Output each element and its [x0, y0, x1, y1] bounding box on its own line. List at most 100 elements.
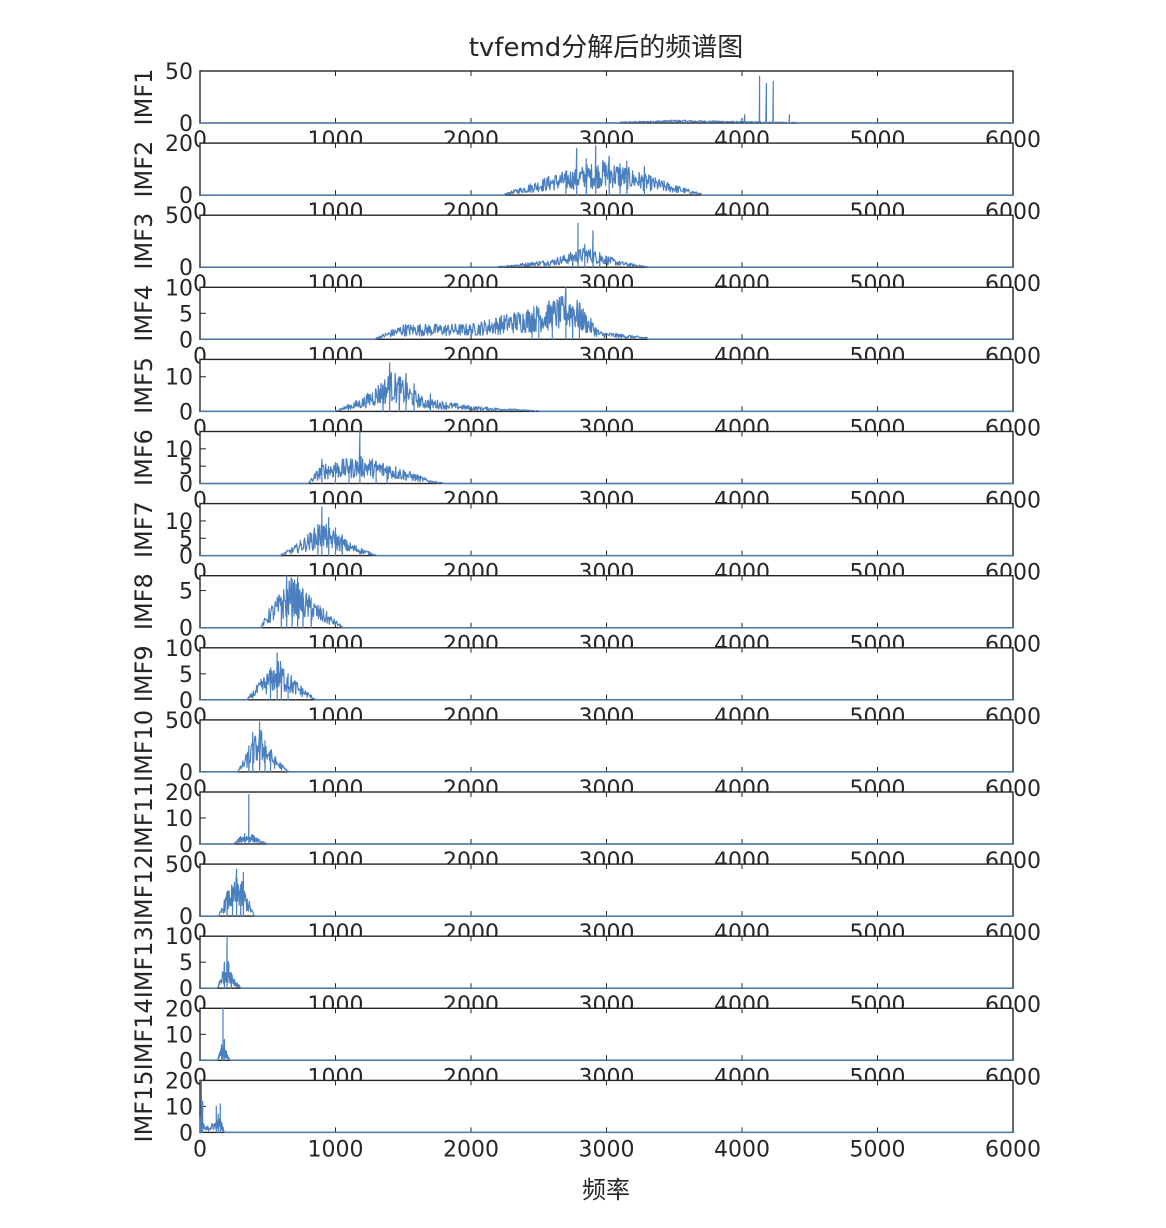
y-tick-label: 10 [165, 925, 193, 950]
x-tick-label: 0 [193, 1137, 207, 1162]
y-axis-label: IMF14 [130, 998, 158, 1070]
y-axis-label: IMF11 [130, 782, 158, 854]
spectrum-line-imf2 [200, 145, 1013, 196]
y-tick-label: 50 [165, 853, 193, 878]
y-tick-label: 20 [165, 781, 193, 806]
y-tick-label: 0 [179, 400, 193, 425]
y-tick-label: 10 [165, 276, 193, 301]
x-axis-label: 频率 [582, 1176, 630, 1204]
spectrum-line-imf11 [200, 794, 1013, 845]
y-axis-label: IMF3 [130, 213, 158, 270]
spectrum-line-imf9 [200, 652, 1013, 701]
plot-frame [199, 1007, 1014, 1061]
spectrum-line-imf1 [200, 75, 1013, 124]
spectrum-line-imf7 [200, 506, 1013, 557]
y-tick-label: 10 [165, 366, 193, 391]
y-tick-label: 0 [179, 184, 193, 209]
spectrum-line-imf4 [200, 286, 1013, 340]
y-tick-label: 10 [165, 438, 193, 463]
x-tick-label: 2000 [443, 1137, 499, 1162]
y-tick-label: 0 [179, 1049, 193, 1074]
plot-frame [199, 935, 1014, 989]
y-tick-label: 5 [179, 302, 193, 327]
y-tick-label: 10 [165, 1095, 193, 1120]
y-tick-label: 5 [179, 580, 193, 605]
y-tick-label: 10 [165, 510, 193, 535]
y-tick-label: 0 [179, 833, 193, 858]
y-tick-label: 5 [179, 455, 193, 480]
spectrum-line-imf15 [199, 1079, 1013, 1133]
y-axis-label: IMF1 [130, 69, 158, 126]
y-axis-label: IMF7 [130, 501, 158, 558]
y-tick-label: 0 [179, 473, 193, 498]
y-tick-label: 10 [165, 807, 193, 832]
y-tick-label: 10 [165, 637, 193, 662]
chart-title: tvfemd分解后的频谱图 [469, 33, 744, 63]
y-axis-label: IMF13 [130, 926, 158, 998]
y-tick-label: 20 [165, 1069, 193, 1094]
y-axis-label: IMF6 [130, 429, 158, 486]
plot-frame [199, 70, 1014, 124]
y-axis-label: IMF2 [130, 141, 158, 198]
spectrum-line-imf6 [200, 430, 1013, 485]
plot-frame [199, 863, 1014, 917]
plot-frame [199, 791, 1014, 845]
plot-frame [199, 358, 1014, 413]
spectrum-line-imf13 [200, 935, 1013, 989]
x-tick-label: 3000 [579, 1137, 635, 1162]
spectrum-line-imf8 [200, 575, 1013, 629]
y-tick-label: 0 [179, 617, 193, 642]
y-tick-label: 0 [179, 689, 193, 714]
plot-frame [199, 575, 1014, 629]
spectrum-line-imf14 [200, 1007, 1013, 1061]
y-tick-label: 50 [165, 709, 193, 734]
y-tick-label: 20 [165, 997, 193, 1022]
y-axis-label: IMF10 [130, 710, 158, 782]
y-axis-label: IMF12 [130, 854, 158, 926]
y-tick-label: 0 [179, 256, 193, 281]
y-tick-label: 50 [165, 60, 193, 85]
plot-frame [199, 286, 1014, 340]
y-axis-label: IMF4 [130, 285, 158, 342]
spectrum-line-imf3 [200, 222, 1013, 268]
y-tick-label: 0 [179, 905, 193, 930]
y-tick-label: 0 [179, 545, 193, 570]
y-axis-label: IMF8 [130, 573, 158, 630]
plot-frame [199, 647, 1014, 701]
x-tick-label: 1000 [308, 1137, 364, 1162]
y-tick-label: 10 [165, 1023, 193, 1048]
y-tick-label: 0 [179, 977, 193, 1002]
x-tick-label: 4000 [714, 1137, 770, 1162]
y-tick-label: 0 [179, 761, 193, 786]
y-tick-label: 50 [165, 204, 193, 229]
spectrum-line-imf10 [200, 721, 1013, 773]
y-tick-label: 5 [179, 527, 193, 552]
x-tick-label: 6000 [985, 1137, 1041, 1162]
y-tick-label: 5 [179, 951, 193, 976]
y-tick-label: 5 [179, 663, 193, 688]
x-tick-label: 5000 [850, 1137, 906, 1162]
y-tick-label: 0 [179, 328, 193, 353]
y-axis-label: IMF5 [130, 357, 158, 414]
y-tick-label: 0 [179, 112, 193, 137]
spectrum-line-imf5 [200, 362, 1013, 412]
y-tick-label: 20 [165, 132, 193, 157]
y-tick-label: 0 [179, 1121, 193, 1146]
